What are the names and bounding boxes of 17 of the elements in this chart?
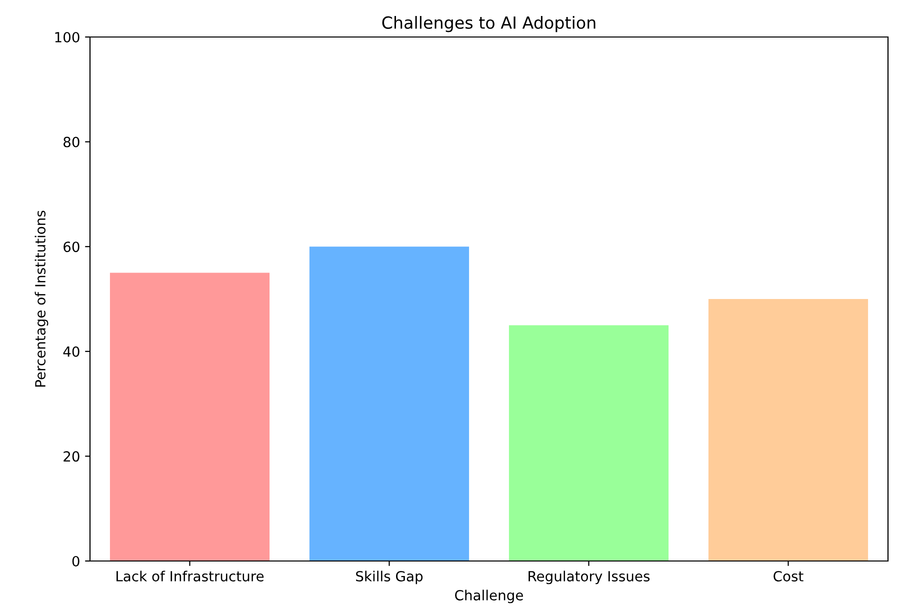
y-tick-label: 0 [72, 556, 80, 566]
bar [508, 325, 669, 561]
x-tick-label: Skills Gap [356, 570, 423, 584]
x-tick-label: Lack of Infrastructure [116, 570, 264, 582]
y-axis-title: Percentage of Institutions [34, 210, 48, 387]
y-tick-label: 100 [55, 32, 80, 42]
bar [110, 272, 270, 561]
y-tick-label: 60 [64, 242, 80, 252]
y-tick-label: 40 [63, 346, 80, 357]
y-tick-label: 20 [64, 451, 80, 462]
y-tick-label: 80 [64, 136, 80, 148]
x-axis-title: Challenge [455, 590, 523, 604]
chart-title: Challenges to AI Adoption [382, 16, 596, 32]
x-tick-label: Cost [774, 570, 804, 582]
bar [309, 246, 470, 561]
bar [708, 299, 868, 561]
x-tick-label: Regulatory Issues [528, 570, 650, 584]
